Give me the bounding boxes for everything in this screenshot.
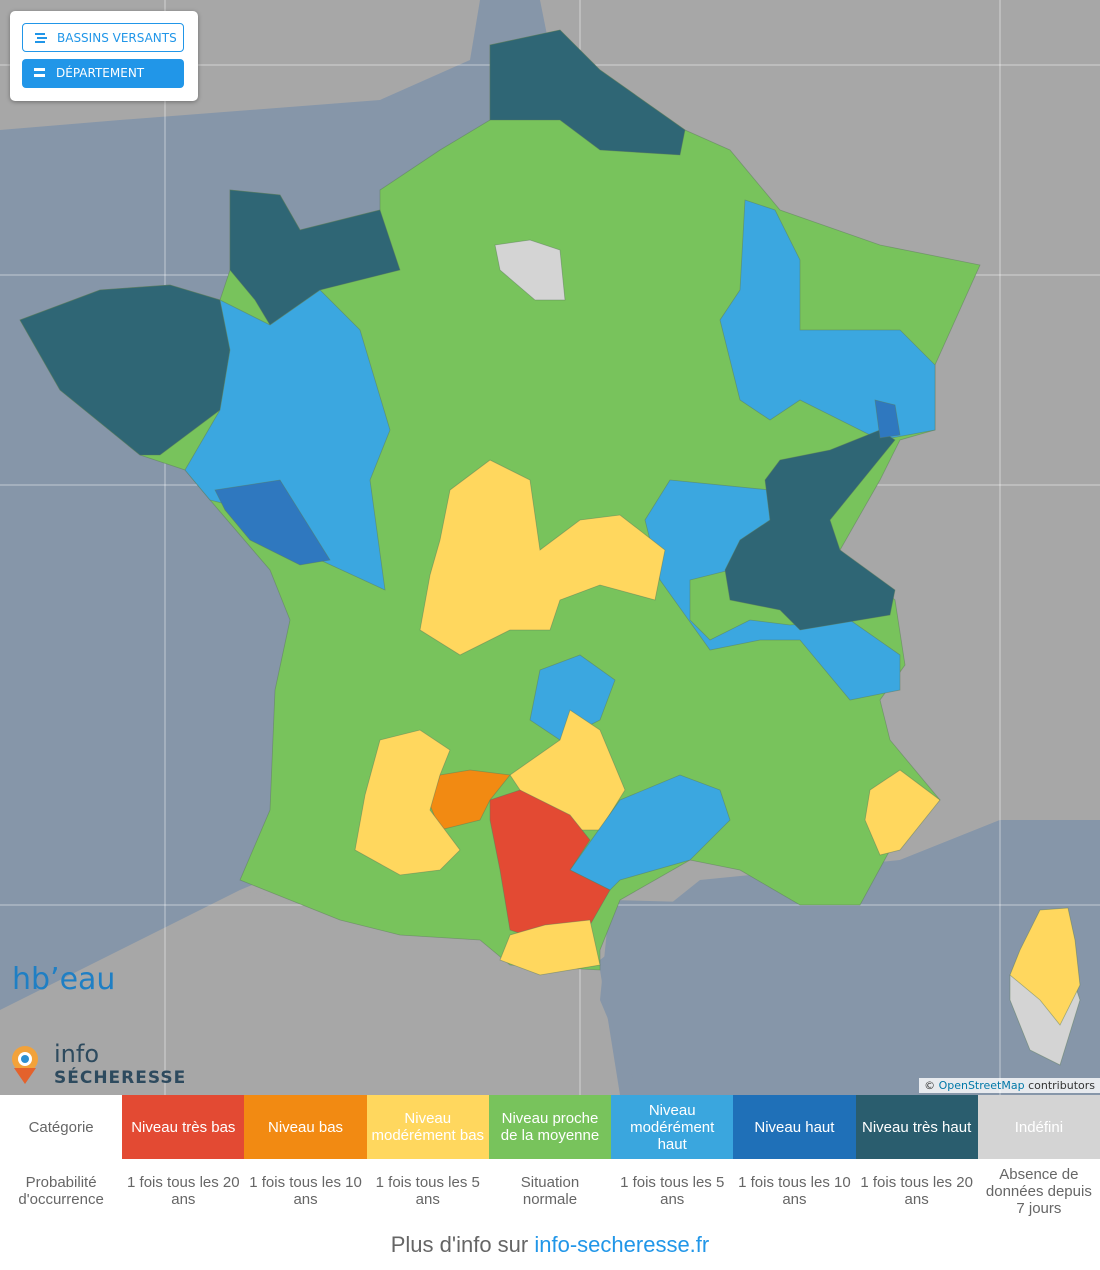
map[interactable] (0, 0, 1100, 1095)
legend-category: Indéfini (977, 1095, 1100, 1159)
legend-occurrence: 1 fois tous les 10 ans (738, 1174, 851, 1208)
footer-link[interactable]: info-secheresse.fr (534, 1232, 710, 1257)
legend-category: Niveau modérément haut (611, 1095, 734, 1159)
attribution: © OpenStreetMap contributors (919, 1078, 1100, 1093)
attribution-prefix: © (924, 1079, 936, 1092)
legend-occurrence: Absence de données depuis 7 jours (985, 1165, 1092, 1217)
legend: Catégorie Niveau très bas Niveau bas Niveau… (0, 1095, 1100, 1223)
legend-occurrence: 1 fois tous les 10 ans (249, 1174, 362, 1208)
category-label: Catégorie (28, 1118, 94, 1136)
osm-link[interactable]: OpenStreetMap (938, 1079, 1025, 1092)
legend-occurrence: 1 fois tous les 5 ans (375, 1174, 480, 1208)
footer-text: Plus d'info sur (390, 1232, 529, 1257)
basins-button[interactable]: BASSINS VERSANTS (22, 23, 184, 52)
legend-occurrence: 1 fois tous les 5 ans (620, 1174, 725, 1208)
footer: Plus d'info sur info-secheresse.fr (0, 1232, 1100, 1258)
logo-secheresse: SÉCHERESSE (54, 1068, 187, 1088)
legend-category: Niveau haut (733, 1095, 856, 1159)
basins-label: BASSINS VERSANTS (57, 31, 177, 45)
legend-category: Niveau proche de la moyenne (488, 1095, 612, 1159)
departments-label: DÉPARTEMENT (56, 66, 145, 80)
legend-category: Niveau très bas (122, 1095, 245, 1159)
legend-occurrence: 1 fois tous les 20 ans (860, 1174, 973, 1208)
legend-occurrence: 1 fois tous les 20 ans (127, 1174, 240, 1208)
legend-category: Niveau très haut (855, 1095, 978, 1159)
occurrence-label: Probabilité d'occurrence (18, 1174, 104, 1208)
attribution-suffix: contributors (1028, 1079, 1095, 1092)
legend-occurrence: Situation normale (520, 1174, 580, 1208)
departments-button[interactable]: DÉPARTEMENT (22, 59, 184, 88)
layer-switcher: BASSINS VERSANTS DÉPARTEMENT (10, 11, 198, 101)
logo-info: info (54, 1040, 100, 1068)
legend-category: Niveau modérément bas (366, 1095, 489, 1159)
hubeau-logo: hb’eau (12, 962, 116, 997)
legend-category: Niveau bas (244, 1095, 367, 1159)
